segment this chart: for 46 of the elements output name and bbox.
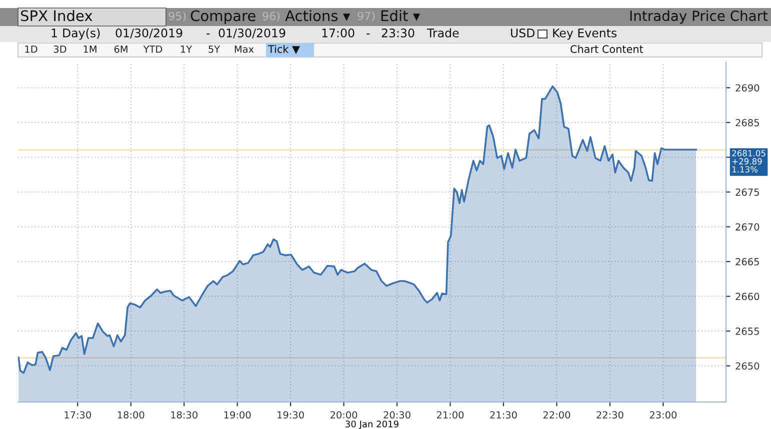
text: Compare xyxy=(190,10,256,24)
text: 01/30/2019 xyxy=(116,28,182,38)
x-tick-label: 18:00 xyxy=(118,411,144,419)
text: 5Y xyxy=(208,46,220,53)
text: 1M xyxy=(84,46,96,53)
x-tick-label: 19:00 xyxy=(224,411,251,419)
text: 3D xyxy=(54,45,66,53)
y-tick-label: 2655 xyxy=(736,328,759,335)
text: 1Y xyxy=(181,46,192,53)
y-tick-label: 2650 xyxy=(736,362,760,370)
y-tick-label: 2665 xyxy=(736,258,759,266)
x-tick-label: 19:30 xyxy=(278,411,304,419)
text: Edit ▾ xyxy=(381,10,420,22)
chart-title: Intraday Price Chart xyxy=(630,10,768,24)
text: 23:30 xyxy=(382,28,414,38)
y-tick-label: 2675 xyxy=(736,188,759,196)
text: USD xyxy=(511,28,535,38)
x-tick-label: 21:00 xyxy=(436,411,464,419)
x-tick-label: 22:30 xyxy=(596,411,624,419)
text: 1 xyxy=(52,28,57,38)
text: YTD xyxy=(143,46,162,53)
text: 17:00 xyxy=(322,28,354,38)
x-tick-label: 20:30 xyxy=(384,411,410,419)
text: Max xyxy=(234,46,254,53)
text: 1D xyxy=(25,46,38,53)
text: 01/30/2019 xyxy=(218,28,286,38)
text: 6M xyxy=(114,45,128,53)
x-tick-label: 21:30 xyxy=(490,411,517,419)
x-tick-label: 23:00 xyxy=(650,411,677,419)
text: Day(s) xyxy=(63,28,100,40)
y-tick-label: 2690 xyxy=(736,84,760,92)
ref-line-label: 2681.05 +29.89 1.13% xyxy=(732,150,766,173)
x-tick-label: 18:30 xyxy=(171,411,198,419)
x-tick-label: 20:00 xyxy=(330,411,358,419)
text: Actions ▾ xyxy=(285,10,350,22)
text: Trade xyxy=(426,28,459,38)
y-tick-label: 2685 xyxy=(736,118,759,126)
y-tick-label: 2670 xyxy=(736,223,760,231)
text: Tick ▼ xyxy=(268,44,300,54)
text: Key Events xyxy=(553,28,617,40)
x-tick-label: 17:30 xyxy=(64,411,91,419)
text: SPX Index xyxy=(20,10,92,22)
x-axis-title: 30 Jan 2019 xyxy=(346,420,398,429)
text: Chart Content xyxy=(570,44,644,54)
y-tick-label: 2660 xyxy=(736,292,760,300)
x-tick-label: 22:00 xyxy=(543,411,570,419)
